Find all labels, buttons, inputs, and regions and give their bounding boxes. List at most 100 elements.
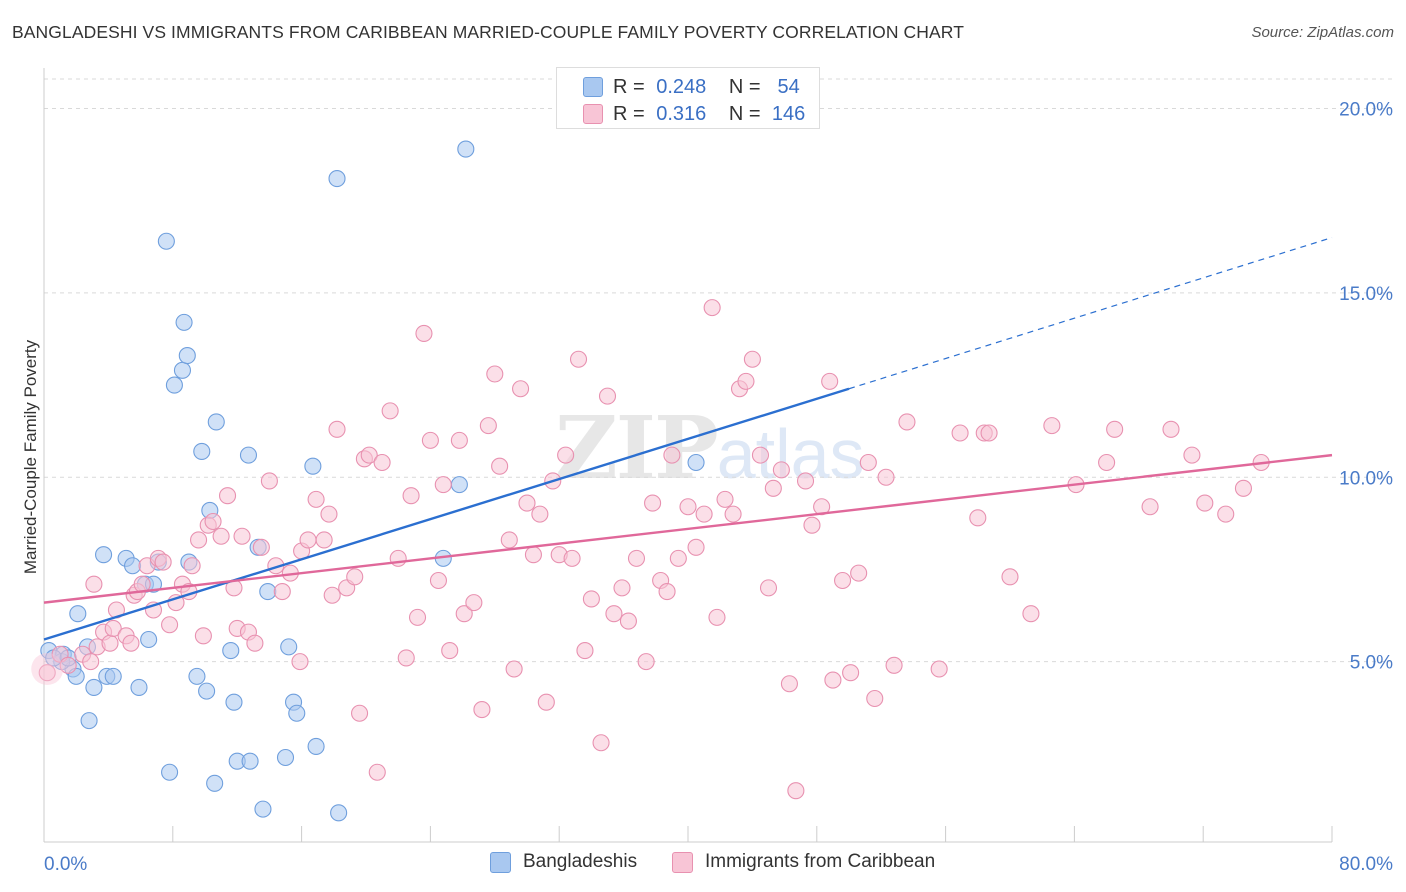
data-point <box>273 583 291 601</box>
data-point <box>1043 417 1061 435</box>
data-point <box>328 420 346 438</box>
data-point <box>441 642 459 660</box>
data-point <box>330 804 348 822</box>
data-point <box>402 487 420 505</box>
data-point <box>178 347 196 365</box>
data-point <box>619 612 637 630</box>
data-point <box>288 704 306 722</box>
data-point <box>299 531 317 549</box>
data-point <box>787 782 805 800</box>
data-point <box>473 701 491 719</box>
data-point <box>1098 453 1116 472</box>
data-point <box>627 549 646 567</box>
r-label: R = <box>613 75 645 98</box>
data-point <box>360 446 378 464</box>
data-point <box>161 763 179 781</box>
data-point <box>218 487 237 505</box>
data-point <box>373 453 391 472</box>
data-point <box>780 675 798 693</box>
data-point <box>190 531 208 549</box>
data-point <box>500 531 518 549</box>
data-point <box>1001 568 1019 586</box>
data-point <box>82 653 100 671</box>
data-point <box>85 678 103 696</box>
legend-row-bangladeshis: R = 0.248 N = 54 <box>557 73 817 101</box>
data-point <box>1183 446 1201 464</box>
data-point <box>479 417 497 435</box>
n-label: N = <box>728 75 761 98</box>
data-point <box>225 693 243 711</box>
correlation-legend: R = 0.248 N = 54 R = 0.316 N = 146 <box>556 67 820 129</box>
data-point <box>194 627 212 645</box>
series-legend: Bangladeshis Immigrants from Caribbean <box>0 851 1406 877</box>
legend-label: Immigrants from Caribbean <box>705 851 936 872</box>
data-point <box>104 667 122 685</box>
data-point <box>885 656 903 674</box>
data-point <box>130 678 148 696</box>
legend-swatch-pink <box>672 851 693 873</box>
data-point <box>315 531 333 549</box>
data-point <box>644 494 662 512</box>
legend-swatch-blue <box>583 77 603 97</box>
watermark: ZIPatlas <box>555 398 865 499</box>
data-point <box>679 498 697 516</box>
data-point-cluster <box>31 653 64 685</box>
data-point <box>772 461 790 479</box>
data-point <box>59 656 77 674</box>
data-point <box>751 446 770 464</box>
data-point <box>80 712 98 730</box>
data-point <box>389 549 407 567</box>
y-tick-label: 10.0% <box>1339 468 1393 489</box>
legend-label: Bangladeshis <box>523 851 638 872</box>
y-tick-label: 15.0% <box>1339 284 1393 305</box>
data-point <box>737 372 755 390</box>
data-point <box>276 748 295 767</box>
data-point <box>687 453 705 472</box>
data-point <box>95 546 113 564</box>
y-tick-label: 5.0% <box>1350 653 1393 674</box>
data-point <box>557 446 575 464</box>
data-point <box>38 664 56 682</box>
data-point <box>381 402 399 420</box>
data-point <box>233 527 251 545</box>
data-point <box>254 800 272 818</box>
data-point <box>663 446 681 464</box>
data-point <box>592 734 610 752</box>
data-point <box>69 605 87 623</box>
data-point <box>1106 420 1124 438</box>
data-point <box>505 660 523 678</box>
data-point <box>323 586 341 604</box>
data-point <box>161 616 179 634</box>
data-point <box>450 431 468 449</box>
data-point <box>291 653 309 671</box>
data-point <box>304 457 322 475</box>
trend-line-caribbean <box>43 453 1333 604</box>
data-point <box>743 350 761 368</box>
data-point <box>1162 420 1180 438</box>
data-point <box>307 490 325 508</box>
data-point <box>259 583 277 601</box>
data-point <box>613 579 631 597</box>
data-point <box>198 682 216 700</box>
legend-row-caribbean: R = 0.316 N = 146 <box>557 100 817 128</box>
data-point <box>351 704 369 722</box>
data-point <box>518 494 536 512</box>
watermark-sub: atlas <box>716 415 865 493</box>
chart-title: BANGLADESHI VS IMMIGRANTS FROM CARIBBEAN… <box>12 22 965 42</box>
data-point <box>695 505 713 523</box>
data-point <box>421 431 439 449</box>
data-point <box>512 380 530 398</box>
watermark-main: ZIP <box>555 398 719 499</box>
data-point <box>346 568 364 586</box>
data-point <box>222 642 240 660</box>
trend-line-bangladeshis-extension <box>848 236 1333 390</box>
data-point <box>605 605 623 623</box>
data-point <box>1141 498 1159 516</box>
data-point <box>708 608 726 626</box>
legend-item-caribbean: Immigrants from Caribbean <box>672 851 935 873</box>
data-point <box>877 468 895 486</box>
series-caribbean <box>31 299 1270 800</box>
data-point <box>212 527 230 545</box>
data-point <box>951 424 969 442</box>
legend-swatch-pink <box>583 104 603 124</box>
